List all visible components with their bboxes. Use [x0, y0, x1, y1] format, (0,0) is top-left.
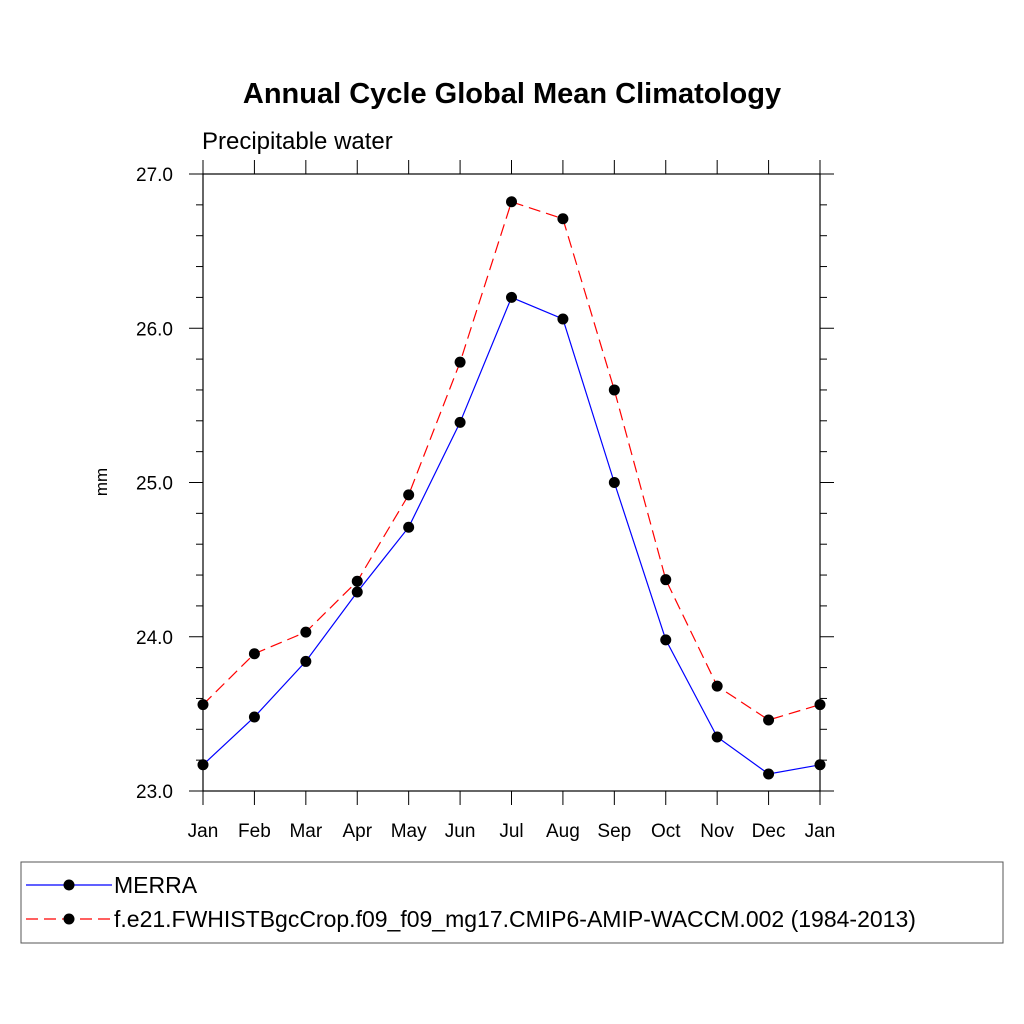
x-tick-label: Jan — [805, 821, 836, 842]
x-tick-label: Mar — [289, 821, 322, 842]
x-tick-label: Feb — [238, 821, 271, 842]
data-point — [711, 680, 723, 692]
legend-box — [20, 861, 1004, 944]
data-point — [300, 655, 312, 667]
data-point — [506, 291, 517, 303]
legend-marker — [63, 879, 75, 891]
data-point — [814, 759, 826, 771]
data-point — [197, 759, 209, 771]
plot-frame — [202, 173, 821, 792]
y-axis-label: mm — [92, 468, 111, 496]
data-point — [608, 384, 620, 396]
x-tick-label: May — [391, 821, 427, 842]
y-tick-label: 23.0 — [136, 782, 173, 803]
series-line — [202, 201, 821, 721]
legend-marker — [63, 913, 75, 925]
data-point — [403, 489, 415, 501]
chart-title: Annual Cycle Global Mean Climatology — [243, 78, 781, 110]
x-tick-label: Jun — [445, 821, 476, 842]
data-point — [403, 521, 415, 533]
data-point — [814, 699, 826, 711]
data-point — [506, 196, 517, 208]
x-tick-label: Dec — [752, 821, 786, 842]
plot-border — [202, 173, 821, 792]
data-point — [454, 356, 466, 368]
data-point — [557, 213, 569, 225]
x-tick-label: Jul — [499, 821, 523, 842]
x-tick-label: Aug — [546, 821, 580, 842]
x-tick-label: Jan — [188, 821, 219, 842]
data-point — [248, 711, 260, 723]
x-tick-label: Oct — [651, 821, 681, 842]
chart-subtitle: Precipitable water — [202, 128, 393, 155]
data-point — [660, 634, 672, 646]
data-point — [197, 699, 209, 711]
data-point — [454, 416, 466, 428]
data-point — [351, 586, 363, 598]
series-layer — [197, 196, 826, 780]
series-line — [202, 296, 821, 775]
legend-label: f.e21.FWHISTBgcCrop.f09_f09_mg17.CMIP6-A… — [114, 906, 916, 932]
data-point — [300, 626, 312, 638]
x-tick-label: Nov — [700, 821, 734, 842]
legend-label: MERRA — [114, 872, 198, 898]
data-point — [248, 648, 260, 660]
data-point — [763, 768, 775, 780]
x-tick-label: Apr — [342, 821, 372, 842]
y-tick-label: 27.0 — [136, 165, 173, 186]
data-point — [660, 574, 672, 586]
data-point — [557, 313, 569, 325]
data-point — [711, 731, 723, 743]
y-tick-label: 25.0 — [136, 474, 173, 495]
data-point — [763, 714, 775, 726]
y-tick-label: 24.0 — [136, 628, 173, 649]
y-tick-label: 26.0 — [136, 319, 173, 340]
data-point — [608, 477, 620, 488]
legend: MERRA f.e21.FWHISTBgcCrop.f09_f09_mg17.CM… — [20, 861, 1004, 944]
data-point — [351, 575, 363, 587]
axis-ticks: 23.0 24.0 25.0 26.0 27.0 Jan Feb Mar Apr May Jun Ju… — [136, 160, 835, 842]
x-tick-label: Sep — [597, 821, 631, 842]
